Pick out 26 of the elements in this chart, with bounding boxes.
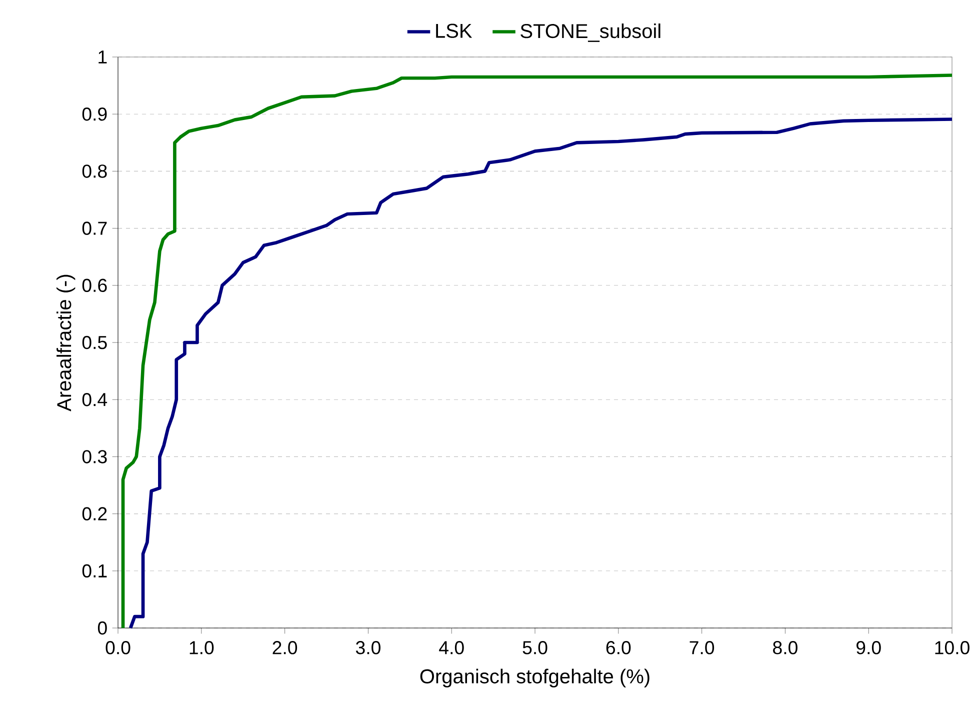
y-tick-label: 0.6 (82, 278, 107, 292)
legend-label: LSK (436, 24, 472, 38)
x-tick-label: 8.0 (773, 641, 798, 654)
x-tick-label: 7.0 (690, 641, 714, 654)
x-tick-label: 5.0 (522, 641, 548, 654)
x-axis-title: Organisch stofgehalte (%) (420, 668, 650, 688)
x-tick-label: 0.0 (106, 641, 130, 654)
x-tick-label: 10.0 (935, 641, 970, 654)
y-axis-title: Areaalfractie (-) (56, 274, 76, 412)
y-tick-label: 0.3 (82, 450, 107, 464)
x-tick-label: 9.0 (856, 641, 881, 654)
x-tick-label: 1.0 (190, 641, 214, 654)
legend-label: STONE_subsoil (520, 23, 660, 42)
x-tick-label: 2.0 (272, 641, 298, 654)
y-tick-label: 1 (98, 50, 107, 64)
y-tick-label: 0.9 (82, 107, 107, 121)
x-tick-label: 6.0 (606, 641, 631, 654)
y-tick-label: 0.5 (82, 336, 107, 350)
y-tick-label: 0 (98, 621, 107, 635)
y-tick-label: 0.4 (82, 392, 108, 406)
x-tick-label: 3.0 (356, 641, 380, 654)
y-tick-label: 0.2 (82, 507, 107, 520)
x-tick-label: 4.0 (439, 641, 464, 654)
y-tick-label: 0.8 (82, 164, 107, 178)
y-tick-label: 0.7 (82, 222, 107, 235)
y-tick-label: 0.1 (82, 564, 107, 578)
